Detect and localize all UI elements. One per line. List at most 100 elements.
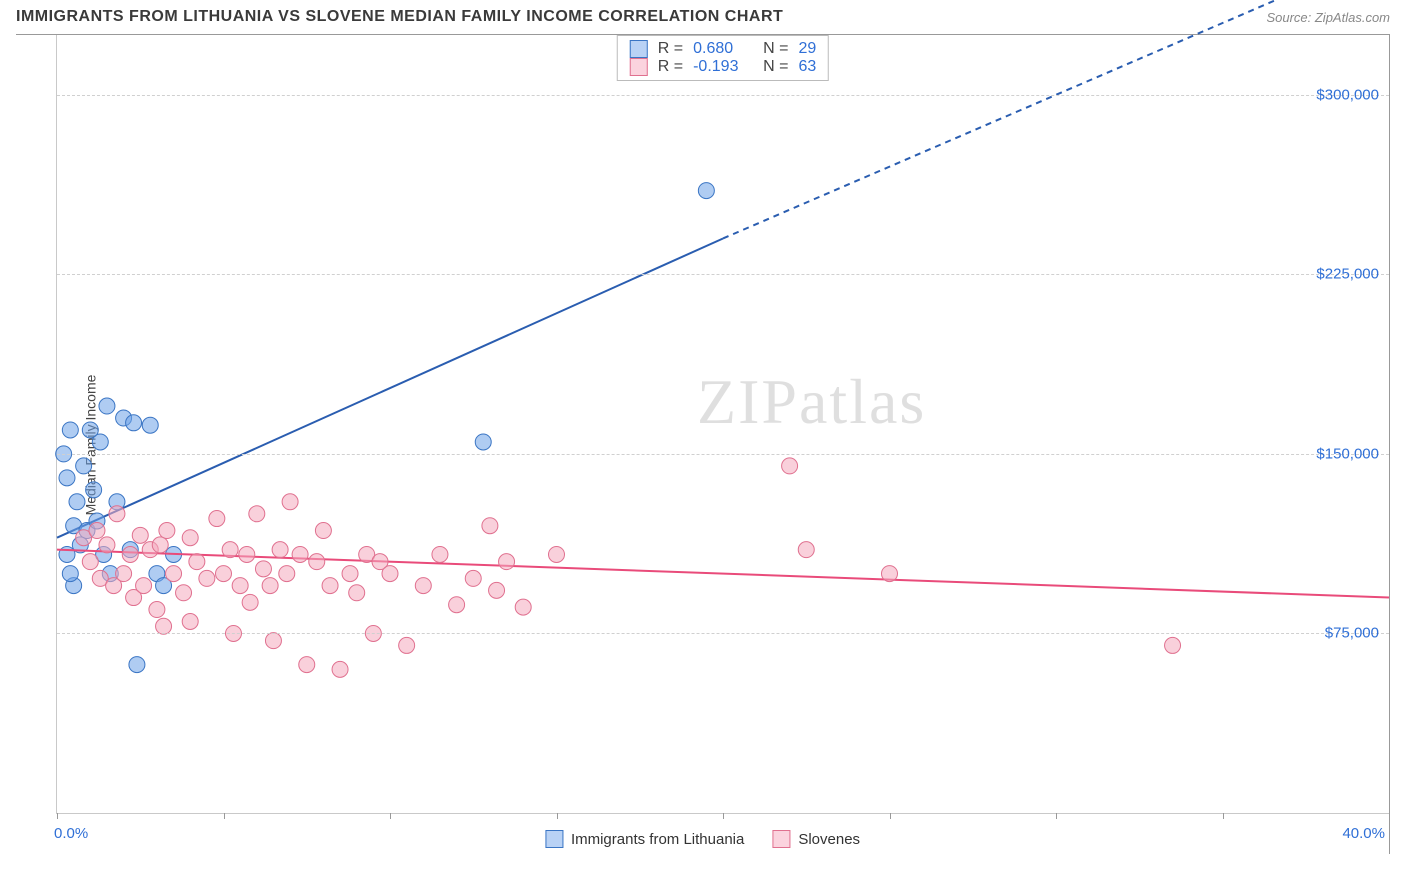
data-point xyxy=(399,637,415,653)
data-point xyxy=(116,566,132,582)
data-point xyxy=(199,570,215,586)
data-point xyxy=(242,594,258,610)
data-point xyxy=(782,458,798,474)
data-point xyxy=(62,422,78,438)
data-point xyxy=(349,585,365,601)
legend-swatch xyxy=(772,830,790,848)
data-point xyxy=(475,434,491,450)
data-point xyxy=(76,458,92,474)
chart-container: Median Family Income ZIPatlas R =0.680N … xyxy=(16,34,1390,854)
gridline xyxy=(57,95,1389,96)
x-tick xyxy=(557,813,558,819)
y-tick-label: $150,000 xyxy=(1316,445,1379,462)
data-point xyxy=(482,518,498,534)
data-point xyxy=(272,542,288,558)
x-tick xyxy=(1056,813,1057,819)
source-label: Source: ZipAtlas.com xyxy=(1266,10,1390,25)
data-point xyxy=(322,578,338,594)
gridline xyxy=(57,633,1389,634)
x-axis-max-label: 40.0% xyxy=(1342,825,1385,842)
data-point xyxy=(292,546,308,562)
data-point xyxy=(99,537,115,553)
data-point xyxy=(89,523,105,539)
scatter-svg xyxy=(57,35,1389,813)
data-point xyxy=(156,618,172,634)
data-point xyxy=(99,398,115,414)
legend: Immigrants from Lithuania Slovenes xyxy=(545,830,860,848)
data-point xyxy=(136,578,152,594)
y-tick-label: $300,000 xyxy=(1316,86,1379,103)
data-point xyxy=(279,566,295,582)
chart-title: IMMIGRANTS FROM LITHUANIA VS SLOVENE MED… xyxy=(16,8,783,26)
data-point xyxy=(465,570,481,586)
y-tick-label: $225,000 xyxy=(1316,266,1379,283)
x-tick xyxy=(723,813,724,819)
data-point xyxy=(449,597,465,613)
data-point xyxy=(265,633,281,649)
data-point xyxy=(342,566,358,582)
legend-item: Immigrants from Lithuania xyxy=(545,830,744,848)
gridline xyxy=(57,274,1389,275)
x-tick xyxy=(1223,813,1224,819)
data-point xyxy=(182,613,198,629)
data-point xyxy=(176,585,192,601)
data-point xyxy=(129,657,145,673)
data-point xyxy=(149,602,165,618)
x-tick xyxy=(1389,813,1390,819)
data-point xyxy=(209,511,225,527)
trend-line xyxy=(57,238,723,537)
data-point xyxy=(549,546,565,562)
plot-area: ZIPatlas R =0.680N =29R =-0.193N =63 $75… xyxy=(56,35,1389,814)
data-point xyxy=(122,546,138,562)
data-point xyxy=(82,554,98,570)
data-point xyxy=(515,599,531,615)
data-point xyxy=(69,494,85,510)
data-point xyxy=(159,523,175,539)
data-point xyxy=(262,578,278,594)
data-point xyxy=(382,566,398,582)
data-point xyxy=(182,530,198,546)
data-point xyxy=(239,546,255,562)
data-point xyxy=(86,482,102,498)
data-point xyxy=(299,657,315,673)
data-point xyxy=(132,527,148,543)
data-point xyxy=(332,661,348,677)
data-point xyxy=(432,546,448,562)
data-point xyxy=(1165,637,1181,653)
legend-label: Immigrants from Lithuania xyxy=(571,831,744,848)
data-point xyxy=(92,434,108,450)
data-point xyxy=(282,494,298,510)
data-point xyxy=(59,470,75,486)
x-tick xyxy=(224,813,225,819)
data-point xyxy=(798,542,814,558)
legend-item: Slovenes xyxy=(772,830,860,848)
data-point xyxy=(882,566,898,582)
data-point xyxy=(499,554,515,570)
data-point xyxy=(698,183,714,199)
x-axis-min-label: 0.0% xyxy=(54,825,88,842)
trend-line-extrapolated xyxy=(723,0,1389,238)
data-point xyxy=(152,537,168,553)
data-point xyxy=(222,542,238,558)
legend-swatch xyxy=(545,830,563,848)
data-point xyxy=(109,506,125,522)
x-tick xyxy=(890,813,891,819)
data-point xyxy=(142,417,158,433)
data-point xyxy=(216,566,232,582)
data-point xyxy=(62,566,78,582)
data-point xyxy=(309,554,325,570)
legend-label: Slovenes xyxy=(798,831,860,848)
gridline xyxy=(57,454,1389,455)
data-point xyxy=(315,523,331,539)
data-point xyxy=(232,578,248,594)
data-point xyxy=(415,578,431,594)
x-tick xyxy=(57,813,58,819)
data-point xyxy=(189,554,205,570)
data-point xyxy=(126,415,142,431)
data-point xyxy=(255,561,271,577)
data-point xyxy=(249,506,265,522)
data-point xyxy=(166,566,182,582)
data-point xyxy=(489,582,505,598)
x-tick xyxy=(390,813,391,819)
y-tick-label: $75,000 xyxy=(1325,625,1379,642)
